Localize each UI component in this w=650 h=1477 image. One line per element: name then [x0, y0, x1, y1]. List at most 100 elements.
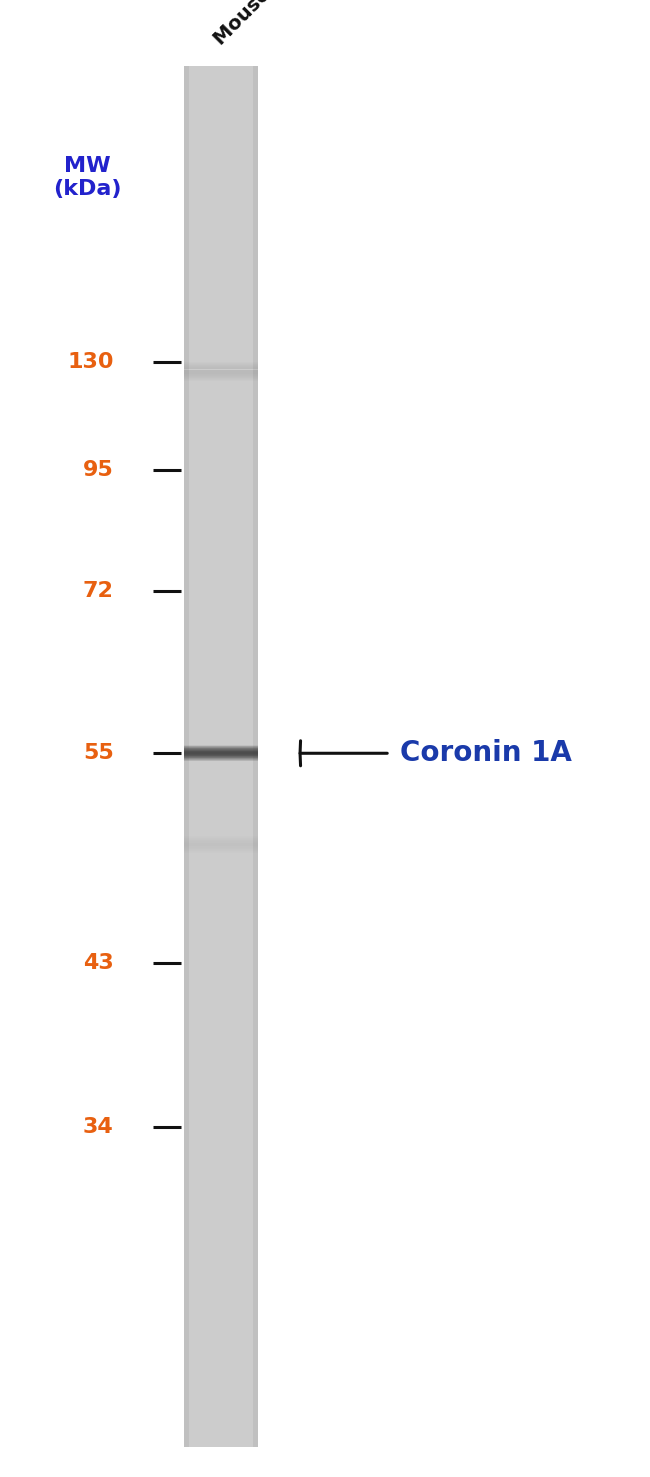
Bar: [184, 1315, 259, 1319]
Bar: [184, 121, 259, 127]
Bar: [184, 1208, 259, 1213]
Bar: [184, 158, 259, 162]
Bar: [184, 1267, 259, 1273]
Bar: [184, 195, 259, 199]
Bar: [184, 219, 259, 223]
Bar: [184, 1217, 259, 1221]
Bar: [184, 845, 259, 849]
Bar: [184, 854, 259, 858]
Bar: [184, 347, 259, 352]
Bar: [184, 632, 259, 637]
Bar: [184, 1393, 259, 1397]
Bar: [184, 517, 259, 523]
Bar: [184, 1139, 259, 1143]
Bar: [184, 743, 259, 747]
Bar: [184, 656, 259, 660]
Bar: [184, 256, 259, 260]
Bar: [184, 1180, 259, 1185]
Bar: [184, 319, 259, 325]
Bar: [184, 1360, 259, 1365]
Bar: [184, 108, 259, 112]
Bar: [184, 919, 259, 923]
Bar: [254, 66, 259, 1447]
Bar: [184, 913, 259, 919]
Bar: [184, 1226, 259, 1232]
Bar: [184, 789, 259, 793]
Bar: [184, 260, 259, 264]
Bar: [184, 1213, 259, 1217]
Text: 130: 130: [67, 352, 114, 372]
Bar: [184, 1024, 259, 1028]
Bar: [184, 1106, 259, 1111]
Bar: [184, 882, 259, 886]
Bar: [184, 66, 259, 71]
Bar: [184, 1282, 259, 1286]
Bar: [184, 360, 259, 366]
Text: 34: 34: [83, 1117, 114, 1137]
Text: 95: 95: [83, 459, 114, 480]
Bar: [184, 1323, 259, 1328]
Bar: [184, 1060, 259, 1065]
Bar: [184, 812, 259, 817]
Bar: [184, 532, 259, 536]
Bar: [184, 623, 259, 628]
Bar: [184, 606, 259, 610]
Bar: [184, 595, 259, 601]
Bar: [184, 558, 259, 564]
Bar: [184, 601, 259, 606]
Bar: [184, 1291, 259, 1295]
Bar: [184, 793, 259, 799]
Bar: [184, 849, 259, 854]
Bar: [184, 573, 259, 578]
Bar: [184, 1102, 259, 1106]
Bar: [184, 241, 259, 247]
Bar: [184, 1406, 259, 1411]
Bar: [184, 458, 259, 462]
Bar: [184, 292, 259, 297]
Bar: [184, 99, 259, 103]
Bar: [184, 232, 259, 236]
Bar: [184, 117, 259, 121]
Bar: [184, 182, 259, 186]
Bar: [184, 495, 259, 499]
Bar: [184, 236, 259, 241]
Bar: [184, 1278, 259, 1282]
Bar: [184, 628, 259, 632]
Bar: [184, 610, 259, 614]
Bar: [184, 991, 259, 997]
Bar: [184, 223, 259, 227]
Bar: [184, 647, 259, 651]
Bar: [184, 799, 259, 803]
Text: Mouse brain: Mouse brain: [211, 0, 320, 49]
Bar: [184, 1097, 259, 1102]
Bar: [184, 504, 259, 508]
Bar: [184, 310, 259, 315]
Bar: [184, 1093, 259, 1097]
Bar: [184, 1075, 259, 1080]
Bar: [184, 338, 259, 343]
Bar: [184, 762, 259, 767]
Bar: [184, 1171, 259, 1176]
Bar: [184, 1411, 259, 1415]
Bar: [184, 693, 259, 697]
Bar: [184, 301, 259, 306]
Bar: [184, 830, 259, 835]
Bar: [184, 564, 259, 569]
Bar: [184, 408, 259, 412]
Bar: [184, 177, 259, 182]
Bar: [184, 1162, 259, 1167]
Bar: [184, 1356, 259, 1360]
Bar: [184, 90, 259, 95]
Bar: [184, 251, 259, 256]
Bar: [184, 997, 259, 1001]
Bar: [184, 730, 259, 734]
Bar: [184, 928, 259, 932]
Bar: [184, 715, 259, 721]
Bar: [184, 637, 259, 642]
Bar: [184, 508, 259, 513]
Bar: [184, 684, 259, 688]
Bar: [184, 306, 259, 310]
Bar: [184, 936, 259, 941]
Text: 43: 43: [83, 953, 114, 973]
Bar: [184, 84, 259, 90]
